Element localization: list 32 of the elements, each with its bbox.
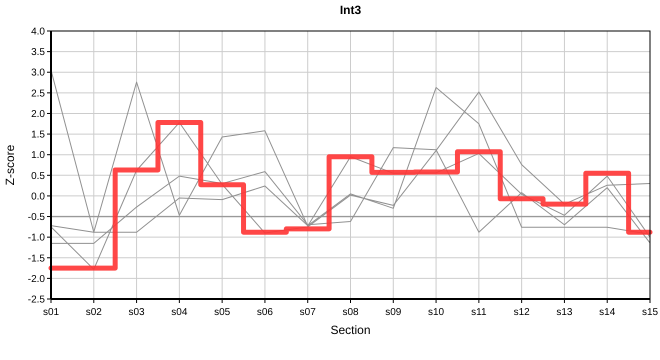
x-tick-label: s09 [385,307,402,318]
x-tick-label: s15 [642,307,658,318]
y-axis-title: Z-score [3,144,17,186]
y-tick-label: -1.5 [28,253,46,264]
x-axis-title: Section [330,323,371,337]
y-tick-label: 0.5 [31,170,46,182]
x-tick-label: s12 [514,307,530,318]
chart-title: Int3 [340,3,362,17]
y-tick-label: 2.5 [31,88,46,100]
x-tick-label: s03 [128,307,146,318]
y-tick-label: 1.0 [31,150,46,162]
y-tick-label: 0.0 [31,191,46,202]
x-tick-label: s05 [214,307,231,318]
x-tick-label: s13 [556,307,573,318]
y-tick-label: 3.5 [31,47,46,58]
y-tick-label: -1.0 [28,232,46,244]
x-tick-label: s01 [42,307,60,318]
y-tick-label: 1.5 [31,130,46,141]
x-tick-label: s04 [171,307,188,318]
x-tick-label: s06 [256,307,274,318]
x-tick-label: s14 [599,307,616,318]
y-tick-label: -2.0 [28,274,46,285]
y-tick-label: -2.5 [28,294,46,306]
x-tick-label: s07 [300,307,316,318]
x-tick-label: s08 [342,307,359,318]
y-tick-label: 4.0 [31,26,46,38]
y-tick-label: 3.0 [31,68,46,79]
y-tick-label: -0.5 [28,212,46,224]
x-tick-label: s10 [428,307,445,318]
y-tick-label: 2.0 [31,108,46,120]
x-tick-label: s11 [471,307,487,318]
x-tick-label: s02 [86,307,102,318]
